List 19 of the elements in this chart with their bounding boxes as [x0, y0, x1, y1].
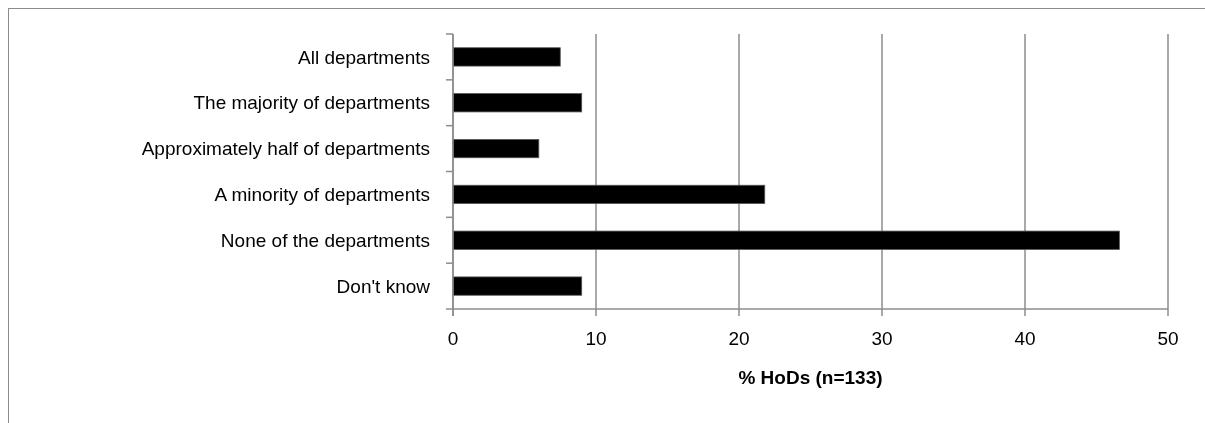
bar	[452, 93, 583, 113]
x-tick-label: 20	[728, 328, 750, 349]
x-tick-label: 10	[585, 328, 607, 349]
x-tick-label: 40	[1014, 328, 1036, 349]
x-tick-label: 0	[447, 328, 459, 349]
y-tick-label: A minority of departments	[214, 184, 430, 206]
bar	[452, 47, 561, 67]
bar	[452, 184, 766, 204]
y-tick-label: Don't know	[336, 275, 431, 297]
bar	[452, 230, 1120, 250]
y-tick-label: All departments	[297, 46, 430, 68]
x-axis-title: % HoDs (n=133)	[738, 367, 883, 388]
bar	[452, 276, 583, 296]
y-tick-label: None of the departments	[220, 229, 430, 251]
y-tick-label: Approximately half of departments	[141, 138, 430, 160]
x-tick-label: 30	[871, 328, 893, 349]
x-tick-label: 50	[1157, 328, 1179, 349]
y-tick-label: The majority of departments	[193, 92, 430, 114]
bar	[452, 139, 540, 159]
